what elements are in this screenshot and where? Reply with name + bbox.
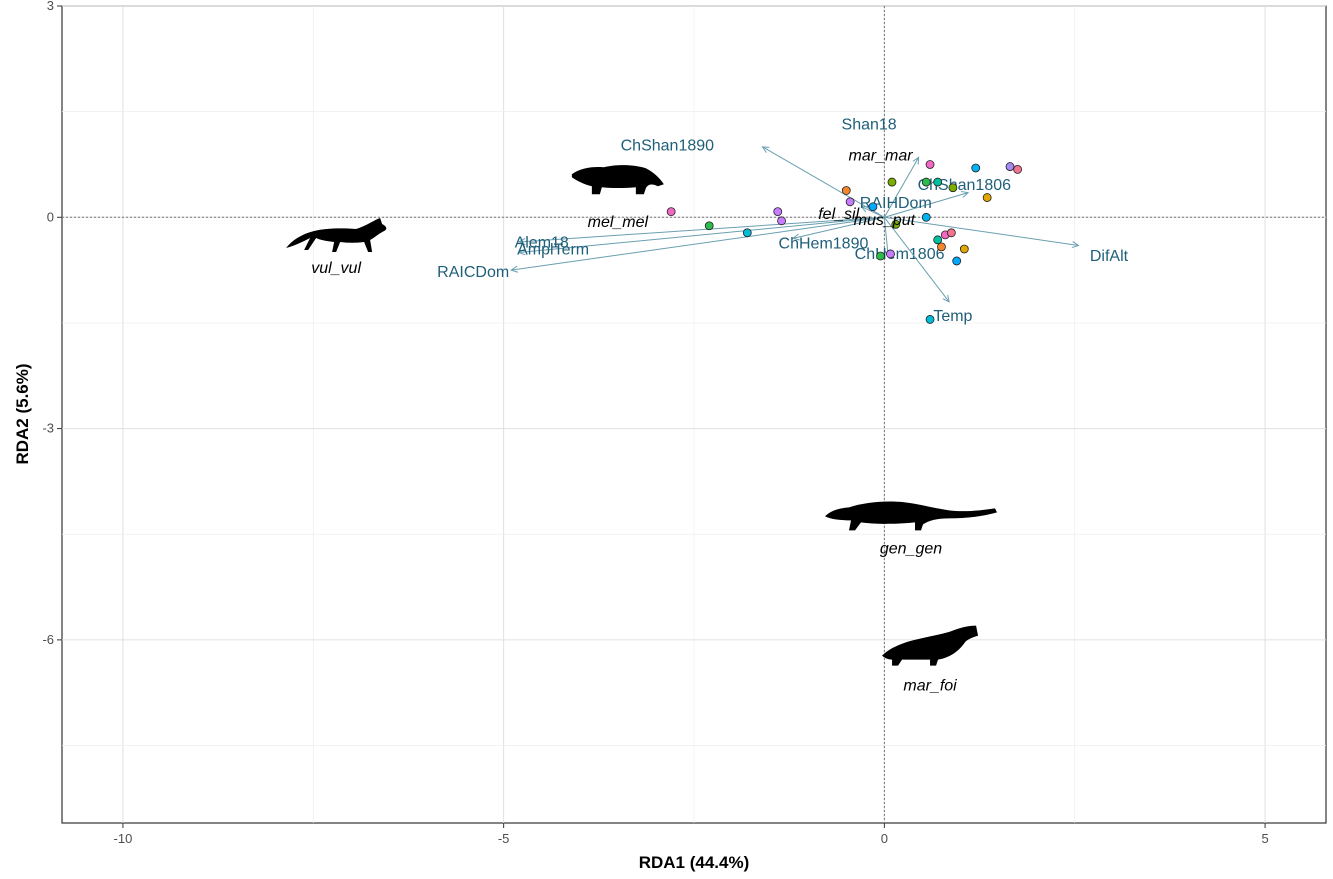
species-label: mar_foi (903, 678, 957, 695)
vector-arrow-head (1071, 241, 1080, 249)
y-tick-label: 0 (47, 209, 54, 224)
species-label: mel_mel (588, 214, 649, 231)
site-point (777, 216, 786, 226)
vector-label: Temp (933, 308, 972, 325)
site-point (868, 202, 878, 212)
site-point (841, 186, 851, 195)
vector-arrow-head (517, 238, 526, 246)
site-point (845, 197, 855, 207)
vector-arrow-line (518, 216, 885, 243)
site-point (982, 193, 992, 202)
vector-label: RAICDom (437, 264, 509, 281)
x-tick-label: 0 (881, 831, 888, 846)
x-axis-ticks: -10 -5 0 5 (114, 823, 1269, 846)
vector-label: Shan18 (842, 116, 897, 133)
vector-label: ChHem1890 (779, 235, 869, 252)
vector-arrow-head (942, 294, 950, 303)
species-label: fel_sil (818, 206, 859, 223)
fox-silhouette (286, 218, 387, 253)
site-point (937, 242, 946, 252)
vector-arrow-line (883, 216, 950, 303)
x-tick-label: -10 (114, 831, 133, 846)
site-point (921, 177, 931, 187)
site-point (971, 163, 981, 173)
site-point (948, 183, 958, 193)
species-label: mar_mar (849, 147, 914, 164)
site-point (933, 177, 943, 187)
site-point (959, 244, 969, 254)
vector-arrow-line (792, 216, 885, 239)
genet-silhouette (825, 501, 998, 531)
y-axis-ticks: 3 0 -3 -6 (42, 0, 62, 647)
vector-arrow-head (961, 191, 970, 198)
site-point (773, 207, 783, 217)
y-tick-label: -3 (42, 421, 54, 436)
species-label: gen_gen (880, 540, 942, 557)
species-silhouettes (286, 165, 998, 666)
vector-arrow-line (861, 206, 885, 218)
site-point (946, 228, 956, 238)
species-label: mus_put (854, 212, 916, 229)
vector-arrow-line (884, 216, 1079, 246)
site-point (933, 235, 943, 245)
x-tick-label: -5 (498, 831, 510, 846)
vector-arrow-head (860, 206, 869, 213)
species-label: vul_vul (311, 260, 361, 277)
site-point (891, 219, 901, 229)
reference-lines (62, 6, 1326, 823)
site-point (742, 228, 752, 238)
site-point (921, 212, 931, 222)
vector-label: AmplTerm (517, 242, 589, 259)
site-point (886, 249, 895, 259)
site-point (704, 221, 714, 231)
x-tick-label: 5 (1261, 831, 1268, 846)
badger-silhouette (571, 165, 664, 195)
site-point (876, 251, 885, 261)
site-point (1005, 162, 1015, 171)
site-points (666, 160, 1023, 324)
vector-arrow-line (883, 217, 889, 257)
vector-arrow-head (761, 146, 770, 153)
vector-arrow-line (518, 216, 885, 254)
vector-arrow-head (791, 233, 800, 241)
vector-label: ChShan1806 (918, 177, 1012, 194)
vector-arrow-head (517, 248, 526, 256)
vector-label: ChShan1890 (621, 137, 715, 154)
y-tick-label: 3 (47, 0, 54, 13)
site-point (1013, 164, 1023, 174)
y-axis-title: RDA2 (5.6%) (13, 363, 32, 464)
vector-label: ChHem1806 (855, 246, 945, 263)
site-point (925, 160, 935, 169)
site-point (666, 207, 676, 217)
site-point (887, 177, 897, 187)
x-axis-title: RDA1 (44.4%) (639, 853, 750, 872)
y-tick-label: -6 (42, 632, 54, 647)
vector-arrow-head (510, 265, 519, 273)
marten-silhouette (882, 625, 979, 666)
vector-label: RAIHDom (860, 195, 932, 212)
vector-label: DifAlt (1090, 248, 1129, 265)
vector-arrow-line (884, 192, 969, 218)
site-point (925, 315, 935, 324)
vector-arrow-line (762, 146, 885, 218)
vector-arrow-head (912, 156, 920, 165)
vector-arrow-line (883, 157, 920, 218)
grid-lines (62, 5, 1326, 823)
site-point (952, 256, 962, 266)
vector-arrow-line (511, 216, 885, 271)
vector-label: Alem18 (515, 235, 569, 252)
